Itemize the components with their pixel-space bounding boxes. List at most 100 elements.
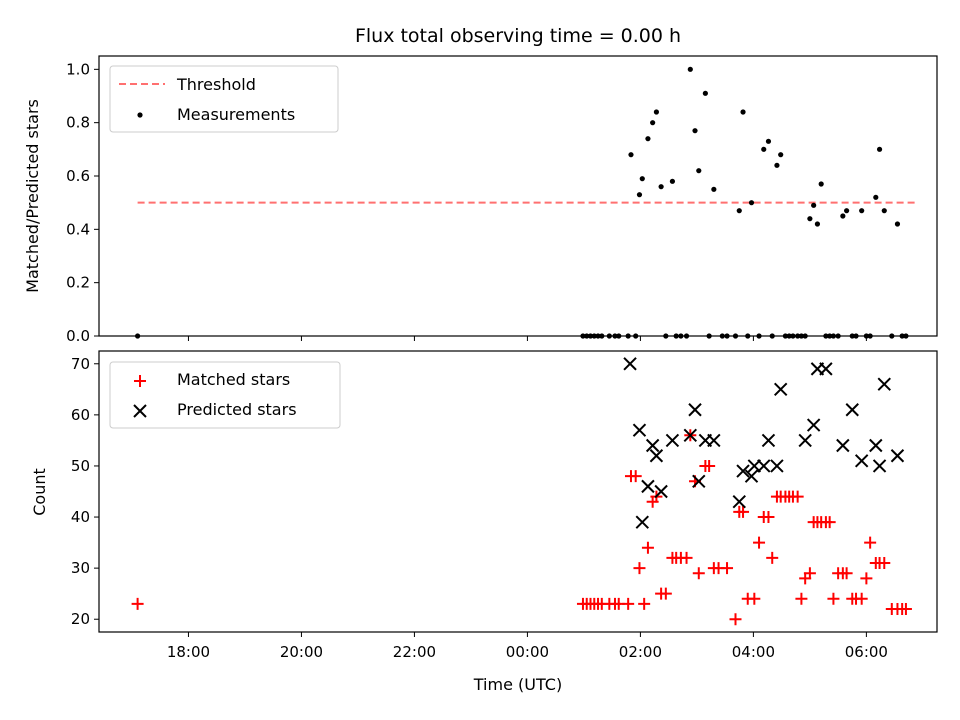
predicted-star-point [635, 515, 649, 529]
legend-measurements-swatch [137, 112, 143, 118]
measurement-point [761, 146, 767, 152]
measurement-point [687, 66, 693, 72]
matched-star-point [703, 459, 716, 472]
predicted-star-point [732, 495, 746, 509]
top-title: Flux total observing time = 0.00 h [355, 25, 681, 47]
matched-star-point [864, 536, 877, 549]
measurement-point [894, 221, 901, 227]
measurement-point [692, 128, 698, 134]
legend-predicted-swatch [133, 404, 147, 418]
top-legend-box [109, 65, 339, 133]
measurement-point [840, 213, 846, 219]
matched-star-point [659, 587, 672, 600]
bottom-y-tick-label: 40 [71, 508, 90, 526]
legend-threshold-label: Threshold [176, 75, 256, 94]
predicted-star-point [623, 357, 637, 371]
predicted-star-point [645, 438, 660, 453]
matched-star-point [638, 597, 651, 610]
predicted-star-point [854, 454, 869, 468]
predicted-star-point [877, 377, 891, 391]
top-y-ticks: 0.0 0.2 0.4 0.6 0.8 1.0 [66, 60, 99, 345]
predicted-star-point [683, 428, 698, 443]
measurement-point [814, 221, 821, 227]
predicted-star-point [770, 459, 784, 473]
matched-star-point [680, 551, 693, 564]
measurement-point [881, 208, 887, 214]
top-x-ticks [187, 336, 867, 341]
predicted-star-point [845, 403, 859, 417]
measurement-point [669, 178, 676, 184]
measurement-point [740, 109, 746, 115]
bottom-y-tick-label: 20 [71, 610, 90, 628]
predicted-star-point [649, 449, 664, 463]
bottom-x-tick-label: 06:00 [845, 643, 888, 661]
matched-star-point [641, 541, 654, 554]
measurement-point [811, 202, 817, 208]
predicted-star-point [688, 403, 702, 417]
bottom-panel: 20 30 40 50 60 70 18:00 20:00 22:00 00:00 02:00 04… [30, 350, 938, 694]
matched-star-point [795, 592, 808, 605]
predicted-star-point [819, 362, 833, 376]
matched-star-point [762, 511, 775, 524]
matched-star-point [748, 592, 761, 605]
matched-star-point [823, 516, 836, 529]
top-y-tick-label: 0.8 [66, 114, 90, 132]
bottom-x-tick-label: 18:00 [167, 643, 210, 661]
top-y-tick-label: 0.4 [66, 220, 90, 238]
bottom-y-tick-label: 60 [71, 406, 90, 424]
bottom-x-tick-label: 04:00 [732, 643, 775, 661]
measurement-point [748, 200, 755, 206]
matched-star-point [855, 592, 868, 605]
matched-star-point [737, 505, 750, 518]
legend-matched-swatch [134, 375, 146, 387]
matched-star-point [878, 557, 891, 570]
legend-measurements-label: Measurements [177, 105, 295, 124]
predicted-star-point [744, 469, 759, 483]
measurement-point [650, 120, 656, 126]
predicted-star-point [736, 464, 750, 478]
measurement-point [807, 216, 813, 222]
x-axis-label: Time (UTC) [473, 675, 562, 694]
measurement-point [639, 176, 645, 182]
matched-star-point [899, 603, 912, 616]
bottom-x-tick-label: 20:00 [280, 643, 323, 661]
bottom-y-tick-label: 70 [71, 355, 90, 373]
matched-star-point [753, 536, 766, 549]
top-y-axis-label: Matched/Predicted stars [23, 99, 42, 293]
measurement-point [658, 184, 664, 190]
measurement-point [844, 208, 850, 214]
matched-star-point [766, 551, 779, 564]
measurement-point [628, 152, 634, 158]
measurement-point [859, 208, 865, 214]
top-marks [135, 66, 919, 339]
bottom-y-tick-label: 30 [71, 559, 90, 577]
top-legend: Threshold Measurements [109, 65, 339, 133]
bottom-axes-frame [98, 350, 938, 633]
predicted-star-point [654, 484, 668, 499]
measurement-point [876, 146, 883, 152]
bottom-y-ticks: 20 30 40 50 60 70 [71, 355, 99, 628]
bottom-x-tick-label: 22:00 [393, 643, 436, 661]
predicted-star-point [761, 433, 776, 448]
predicted-star-point [747, 459, 762, 473]
measurement-point [636, 192, 643, 198]
predicted-star-point [890, 449, 905, 463]
bottom-y-tick-label: 50 [71, 457, 90, 475]
matched-star-point [721, 562, 734, 575]
predicted-star-point [665, 433, 680, 448]
top-panel: Flux total observing time = 0.00 h 0.00.… [23, 25, 938, 345]
bottom-x-tick-label: 02:00 [619, 643, 662, 661]
matched-star-point [840, 567, 853, 580]
predicted-star-point [798, 433, 812, 448]
predicted-star-point [632, 423, 647, 437]
measurement-point [696, 168, 702, 174]
bottom-x-ticks: 18:00 20:00 22:00 00:00 02:00 04:00 06:00 [167, 632, 888, 661]
legend-matched-label: Matched stars [177, 370, 290, 389]
measurement-point [774, 162, 780, 168]
matched-star-point [827, 592, 840, 605]
measurement-point [736, 208, 742, 214]
top-axes-frame [98, 55, 938, 337]
measurement-point [873, 194, 879, 200]
predicted-star-point [869, 438, 883, 453]
